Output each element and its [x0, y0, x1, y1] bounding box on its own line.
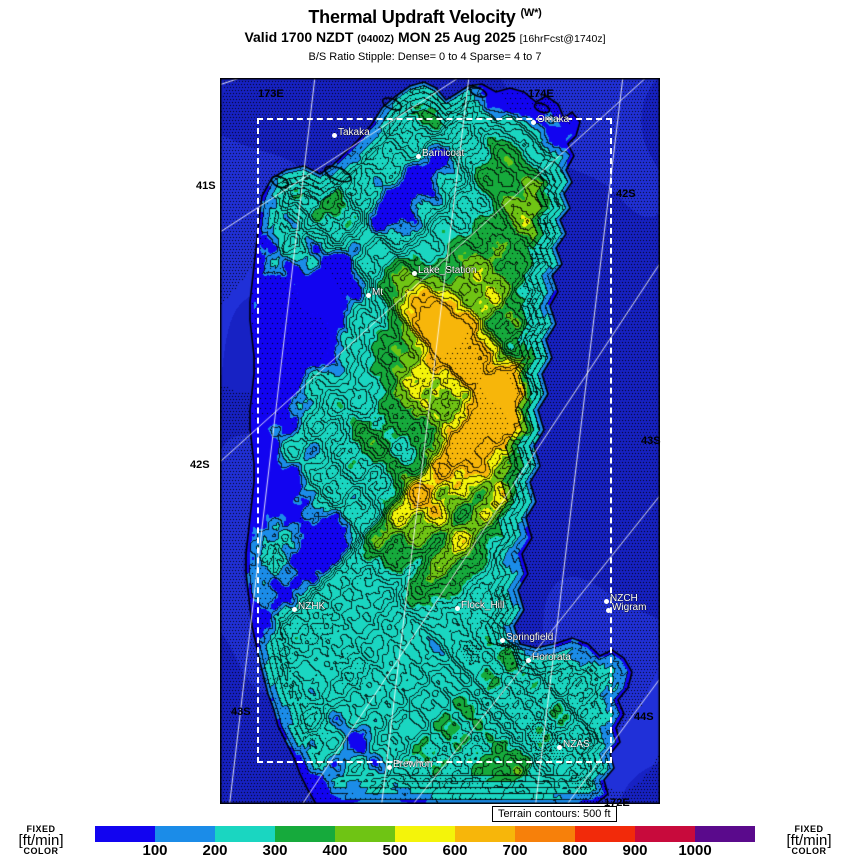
- colorbar-swatch-5: [395, 826, 455, 842]
- colorbar-tick-400: 400: [322, 842, 348, 859]
- grid-label-42s: 42S: [616, 188, 636, 200]
- colorbar-right-line3: COLOR: [791, 846, 827, 856]
- colorbar-left-legend: FIXED [ft/min] COLOR: [2, 824, 80, 857]
- grid-label-43s: 43S: [231, 706, 251, 718]
- colorbar-swatch-6: [455, 826, 515, 842]
- grid-label-173e: 173E: [258, 88, 284, 100]
- place-marker-takaka[interactable]: [332, 133, 337, 138]
- colorbar-left-line2: [ft/min]: [18, 832, 64, 849]
- place-label-mt: Mt: [372, 287, 384, 298]
- colorbar-tick-800: 800: [562, 842, 588, 859]
- grid-label-42s: 42S: [190, 459, 210, 471]
- stipple-legend-text: B/S Ratio Stipple: Dense= 0 to 4 Sparse=…: [308, 51, 542, 63]
- forecast-stamp: [16hrFcst@1740z]: [519, 33, 606, 45]
- colorbar-strip[interactable]: [95, 826, 755, 842]
- colorbar-swatch-2: [215, 826, 275, 842]
- place-marker-wigram[interactable]: [606, 608, 611, 613]
- colorbar-swatch-1: [155, 826, 215, 842]
- place-label-wigram: Wigram: [612, 602, 647, 613]
- colorbar-tick-900: 900: [622, 842, 648, 859]
- title-main-text: Thermal Updraft Velocity: [308, 7, 516, 27]
- header: Thermal Updraft Velocity (W*) Valid 1700…: [0, 0, 850, 65]
- place-label-nzhk: NZHK: [298, 601, 326, 612]
- place-label-barnicoat: Barnicoat: [422, 148, 465, 159]
- grid-label-172e: 172E: [604, 797, 630, 809]
- place-label-nzas: NZAS: [563, 739, 590, 750]
- colorbar-left-line1: FIXED: [26, 824, 56, 834]
- colorbar-left-line3: COLOR: [23, 846, 59, 856]
- colorbar-swatch-9: [635, 826, 695, 842]
- grid-label-43s: 43S: [641, 435, 661, 447]
- colorbar-right-line1: FIXED: [794, 824, 824, 834]
- place-label-lake_station: Lake_Station: [418, 265, 477, 276]
- place-marker-nzhk[interactable]: [292, 607, 297, 612]
- colorbar-swatch-0: [95, 826, 155, 842]
- place-marker-lake_station[interactable]: [412, 271, 417, 276]
- place-marker-hororata[interactable]: [526, 658, 531, 663]
- colorbar-tick-200: 200: [202, 842, 228, 859]
- colorbar-tick-100: 100: [142, 842, 168, 859]
- place-label-nzch: NZCH: [610, 593, 638, 604]
- page-title: Thermal Updraft Velocity (W*): [0, 3, 850, 27]
- place-marker-erewhon[interactable]: [387, 765, 392, 770]
- colorbar-swatch-7: [515, 826, 575, 842]
- valid-local-time: Valid 1700 NZDT: [244, 29, 354, 45]
- place-marker-mt[interactable]: [366, 293, 371, 298]
- place-label-flock_hill: Flock_Hill: [461, 600, 505, 611]
- grid-label-174e: 174E: [528, 88, 554, 100]
- place-marker-springfield[interactable]: [500, 638, 505, 643]
- colorbar-tick-500: 500: [382, 842, 408, 859]
- colorbar-swatch-3: [275, 826, 335, 842]
- colorbar-tick-300: 300: [262, 842, 288, 859]
- terrain-contour-note: Terrain contours: 500 ft: [492, 806, 617, 822]
- valid-utc-time: (0400Z): [357, 33, 395, 45]
- colorbar-right-line2: [ft/min]: [786, 832, 832, 849]
- grid-label-41s: 41S: [196, 180, 216, 192]
- place-label-omaka: Omaka: [537, 114, 570, 125]
- colorbar-tick-labels: 100 200 300 400 500 600 700 800 900 1000: [95, 842, 755, 860]
- colorbar-swatch-10: [695, 826, 755, 842]
- title-parameter-text: (W*): [520, 7, 542, 19]
- place-label-erewhon: Erewhon: [393, 759, 433, 770]
- valid-time-line: Valid 1700 NZDT (0400Z) MON 25 Aug 2025 …: [0, 28, 850, 49]
- colorbar-tick-1000: 1000: [678, 842, 712, 859]
- grid-label-44s: 44S: [634, 711, 654, 723]
- place-marker-flock_hill[interactable]: [455, 606, 460, 611]
- valid-date: MON 25 Aug 2025: [397, 29, 516, 45]
- place-label-springfield: Springfield: [506, 632, 554, 643]
- place-marker-omaka[interactable]: [531, 120, 536, 125]
- place-marker-nzch[interactable]: [604, 599, 609, 604]
- colorbar-swatch-4: [335, 826, 395, 842]
- place-label-takaka: Takaka: [338, 127, 370, 138]
- colorbar-right-legend: FIXED [ft/min] COLOR: [770, 824, 848, 857]
- thermal-updraft-map[interactable]: [220, 78, 660, 804]
- colorbar-tick-600: 600: [442, 842, 468, 859]
- place-marker-barnicoat[interactable]: [416, 154, 421, 159]
- place-label-hororata: Hororata: [532, 652, 571, 663]
- colorbar-swatch-8: [575, 826, 635, 842]
- map-viewport[interactable]: Takaka Omaka Barnicoat Lake_Station Mt NZHK Fl…: [220, 78, 660, 804]
- colorbar-tick-700: 700: [502, 842, 528, 859]
- colorbar-row: FIXED [ft/min] COLOR 100 200 300 400 500 600 7…: [0, 824, 850, 860]
- place-marker-nzas[interactable]: [557, 745, 562, 750]
